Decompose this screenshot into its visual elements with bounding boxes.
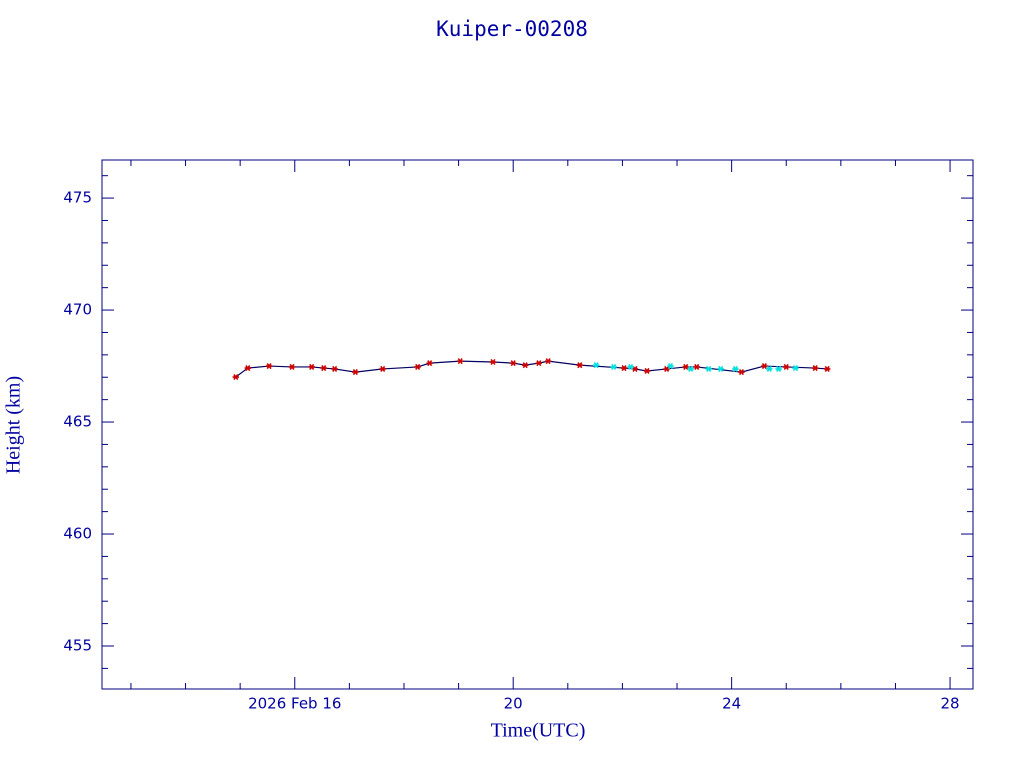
data-point bbox=[620, 365, 628, 372]
y-axis-label: Height (km) bbox=[3, 376, 25, 474]
data-point bbox=[792, 365, 799, 372]
data-point bbox=[783, 363, 790, 370]
data-point bbox=[457, 358, 464, 365]
data-point bbox=[509, 360, 517, 367]
data-point bbox=[761, 363, 768, 370]
data-point bbox=[308, 363, 315, 370]
data-point bbox=[593, 362, 600, 369]
y-tick-label: 475 bbox=[63, 189, 92, 207]
data-point bbox=[379, 365, 386, 372]
data-point bbox=[414, 363, 421, 370]
y-tick-label: 460 bbox=[63, 525, 92, 543]
data-point bbox=[320, 365, 327, 372]
data-point bbox=[288, 363, 296, 370]
x-tick-label: 2026 Feb 16 bbox=[248, 695, 341, 713]
y-tick-label: 455 bbox=[63, 636, 92, 654]
data-point bbox=[732, 365, 739, 372]
y-tick-label: 470 bbox=[63, 301, 92, 319]
x-tick-label: 28 bbox=[941, 695, 960, 713]
data-point bbox=[232, 373, 239, 381]
data-point bbox=[576, 362, 584, 369]
data-point bbox=[352, 369, 359, 376]
data-point bbox=[331, 365, 338, 372]
data-point bbox=[522, 362, 529, 369]
x-axis-label: Time(UTC) bbox=[491, 720, 586, 742]
data-point bbox=[775, 365, 782, 372]
data-point bbox=[738, 369, 745, 376]
data-point bbox=[663, 365, 670, 372]
data-point bbox=[667, 363, 674, 370]
data-point bbox=[766, 365, 773, 372]
data-point bbox=[426, 360, 433, 367]
data-point bbox=[610, 363, 617, 370]
data-point bbox=[717, 365, 724, 372]
data-point bbox=[265, 363, 273, 370]
data-point bbox=[705, 365, 712, 372]
data-point bbox=[823, 365, 831, 372]
data-point bbox=[544, 358, 552, 365]
data-point bbox=[489, 358, 497, 366]
data-point bbox=[811, 365, 819, 372]
data-point bbox=[687, 365, 694, 372]
x-tick-label: 24 bbox=[722, 695, 741, 713]
plot-frame bbox=[101, 159, 974, 690]
data-point bbox=[535, 360, 543, 367]
chart-title: Kuiper-00208 bbox=[436, 17, 588, 41]
y-tick-label: 465 bbox=[63, 413, 92, 431]
x-tick-label: 20 bbox=[504, 695, 523, 713]
data-point bbox=[627, 363, 634, 370]
data-point bbox=[244, 365, 252, 372]
data-point bbox=[682, 363, 689, 370]
data-point bbox=[693, 363, 700, 370]
data-point bbox=[643, 367, 651, 375]
